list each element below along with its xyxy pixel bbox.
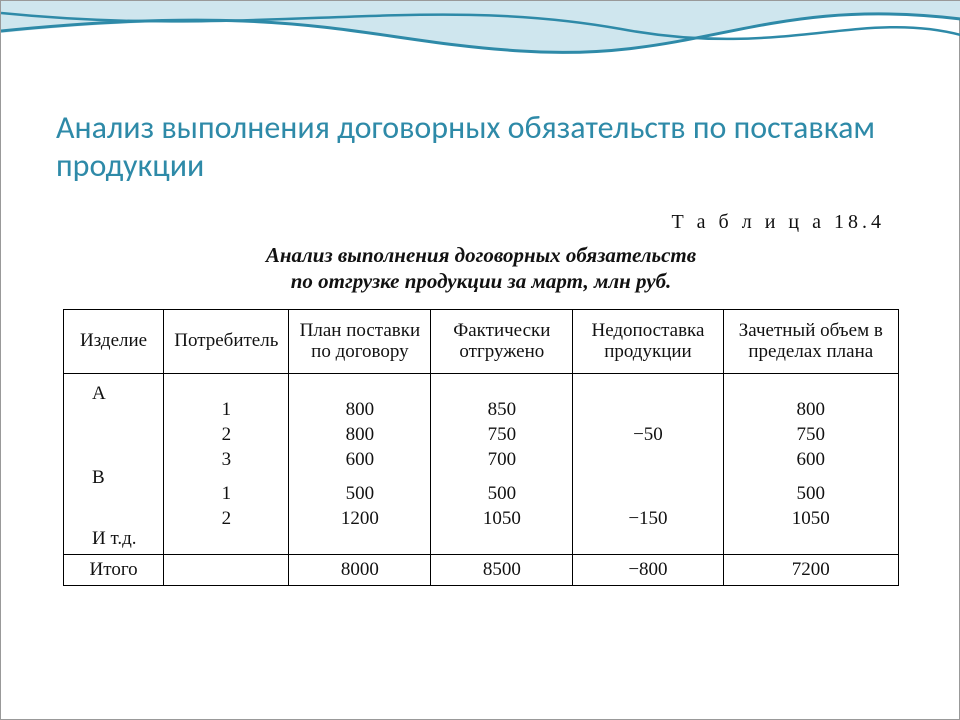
credited-value: 800: [797, 399, 826, 421]
total-label: Итого: [64, 555, 164, 586]
consumer: 3: [222, 449, 232, 471]
credited-value: 750: [797, 424, 826, 446]
slide-title: Анализ выполнения договорных обязательст…: [56, 109, 899, 185]
product-b: В: [92, 467, 105, 489]
col-header-consumer: Потребитель: [164, 309, 289, 374]
col-header-fact: Фактически отгружено: [431, 309, 573, 374]
credited-value: 600: [797, 449, 826, 471]
cell-short: −50 −150: [573, 374, 723, 555]
cell-fact: 850 750 700 500 1050: [431, 374, 573, 555]
plan-value: 800: [346, 399, 375, 421]
credited-value: 1050: [792, 508, 830, 530]
table-caption-line1: Анализ выполнения договорных обязательст…: [266, 243, 696, 267]
short-value: −50: [633, 424, 663, 446]
col-header-plan: План поставки по договору: [289, 309, 431, 374]
data-table: Изделие Потребитель План поставки по дог…: [63, 309, 899, 587]
table-container: Т а б л и ц а 18.4 Анализ выполнения дог…: [63, 211, 899, 586]
table-caption: Анализ выполнения договорных обязательст…: [93, 242, 869, 295]
fact-value: 500: [488, 483, 517, 505]
wave-decoration: [1, 1, 960, 91]
etc-label: И т.д.: [92, 522, 137, 550]
total-short: −800: [573, 555, 723, 586]
col-header-product: Изделие: [64, 309, 164, 374]
table-total-row: Итого 8000 8500 −800 7200: [64, 555, 899, 586]
fact-value: 750: [488, 424, 517, 446]
total-fact: 8500: [431, 555, 573, 586]
col-header-credited: Зачетный объем в пределах плана: [723, 309, 898, 374]
fact-value: 1050: [483, 508, 521, 530]
product-a: А: [92, 383, 106, 405]
cell-plan: 800 800 600 500 1200: [289, 374, 431, 555]
plan-value: 500: [346, 483, 375, 505]
fact-value: 700: [488, 449, 517, 471]
table-number-label: Т а б л и ц а 18.4: [63, 211, 899, 234]
total-consumer: [164, 555, 289, 586]
cell-credited: 800 750 600 500 1050: [723, 374, 898, 555]
total-credited: 7200: [723, 555, 898, 586]
short-value: [646, 399, 651, 421]
cell-consumers: 1 2 3 1 2: [164, 374, 289, 555]
plan-value: 600: [346, 449, 375, 471]
consumer: 1: [222, 483, 232, 505]
short-value: [646, 483, 651, 505]
consumer: 1: [222, 399, 232, 421]
fact-value: 850: [488, 399, 517, 421]
plan-value: 800: [346, 424, 375, 446]
col-header-short: Недопоставка продукции: [573, 309, 723, 374]
short-value: −150: [628, 508, 667, 530]
plan-value: 1200: [341, 508, 379, 530]
table-caption-line2: по отгрузке продукции за март, млн руб.: [291, 269, 672, 293]
credited-value: 500: [797, 483, 826, 505]
consumer: 2: [222, 508, 232, 530]
table-header-row: Изделие Потребитель План поставки по дог…: [64, 309, 899, 374]
cell-products: А В И т.д.: [64, 374, 164, 555]
table-body-row: А В И т.д.: [64, 374, 899, 555]
short-value: [646, 449, 651, 471]
slide: Анализ выполнения договорных обязательст…: [0, 0, 960, 720]
consumer: 2: [222, 424, 232, 446]
total-plan: 8000: [289, 555, 431, 586]
